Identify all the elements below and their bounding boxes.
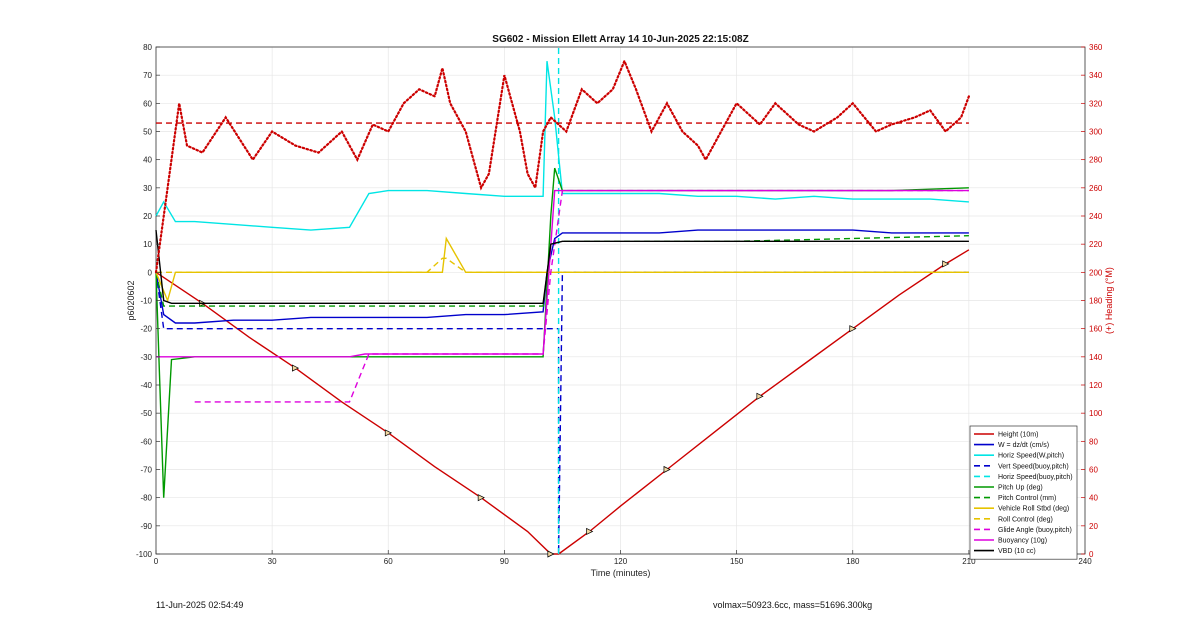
x-axis: 0 30 60 90 120 150 180 210 240	[154, 550, 1092, 566]
y-tick-label: -10	[140, 297, 152, 306]
height-marker	[849, 325, 857, 333]
y-tick-label: 20	[143, 212, 152, 221]
y-tick-label: -70	[140, 466, 152, 475]
x-tick-label: 240	[1078, 557, 1092, 566]
height-marker	[756, 392, 764, 400]
y-tick-label: 40	[143, 156, 152, 165]
y2-tick-label: 160	[1089, 325, 1103, 334]
height-marker	[477, 494, 485, 502]
y2-tick-label: 40	[1089, 494, 1098, 503]
y-tick-label: 0	[148, 268, 153, 277]
x-tick-label: 30	[268, 557, 277, 566]
y2-tick-label: 120	[1089, 381, 1103, 390]
legend-entry: W = dz/dt (cm/s)	[998, 442, 1049, 449]
chart-title: SG602 - Mission Ellett Array 14 10-Jun-2…	[492, 34, 748, 45]
y2-tick-label: 140	[1089, 353, 1103, 362]
y-tick-label: 60	[143, 99, 152, 108]
legend-entry: VBD (10 cc)	[998, 548, 1036, 555]
legend-box	[969, 425, 1078, 560]
y-tick-label: 80	[143, 43, 152, 52]
y-axis-label: p6020602	[126, 280, 136, 320]
legend-entry: Vert Speed(buoy,pitch)	[998, 463, 1069, 470]
y-tick-label: -20	[140, 325, 152, 334]
y-tick-label: -100	[136, 550, 153, 559]
y2-tick-label: 300	[1089, 128, 1103, 137]
y2-tick-label: 340	[1089, 71, 1103, 80]
legend-entry: Glide Angle (buoy,pitch)	[998, 527, 1072, 534]
y-tick-label: -30	[140, 353, 152, 362]
y-tick-label: 10	[143, 240, 152, 249]
series-line-vehicle-roll-stbd-deg	[155, 236, 969, 303]
x-axis-label: Time (minutes)	[591, 568, 651, 578]
x-tick-label: 60	[384, 557, 393, 566]
y2-tick-label: 360	[1089, 43, 1103, 52]
height-marker	[586, 527, 594, 536]
legend-entry: Vehicle Roll Stbd (deg)	[998, 506, 1069, 513]
series-line-roll-control-deg	[156, 257, 969, 273]
y2-tick-label: 320	[1089, 99, 1103, 108]
y2-tick-label: 260	[1089, 184, 1103, 193]
y2-tick-label: 240	[1089, 212, 1103, 221]
legend-entry: Buoyancy (10g)	[998, 538, 1047, 545]
y-tick-label: -40	[140, 381, 152, 390]
height-marker	[942, 260, 950, 268]
series-layer	[154, 47, 971, 558]
height-marker	[384, 429, 393, 437]
legend-entry: Horiz Speed(W,pitch)	[998, 453, 1064, 460]
y-axis-left: -100-90-80-70-60-50-40-30-20-10010203040…	[136, 43, 160, 559]
height-marker	[663, 465, 671, 474]
y-axis-right: 0 20 40 60 80 100 120 140 160 180 200 220 240 260 280 3…	[1081, 43, 1103, 559]
y2-axis-label: (+) Heading (°M)	[1104, 267, 1114, 334]
y2-tick-label: 220	[1089, 240, 1103, 249]
y2-tick-label: 80	[1089, 437, 1098, 446]
legend-entry: Horiz Speed(buoy,pitch)	[998, 474, 1073, 481]
x-tick-label: 150	[730, 557, 744, 566]
y-tick-label: 30	[143, 184, 152, 193]
legend-entry: Roll Control (deg)	[998, 516, 1053, 523]
x-tick-label: 90	[500, 557, 509, 566]
height-marker	[292, 364, 300, 372]
series-line-buoyancy-10g	[156, 189, 969, 358]
y-tick-label: -50	[140, 409, 152, 418]
grid	[155, 46, 1086, 555]
legend-entry: Pitch Up (deg)	[998, 485, 1043, 492]
y-tick-label: 50	[143, 128, 152, 137]
legend-entry: Height (10m)	[998, 432, 1038, 439]
legend: Height (10m) W = dz/dt (cm/s) Horiz Speed(…	[969, 425, 1078, 560]
y2-tick-label: 180	[1089, 297, 1103, 306]
series-line-horiz-speed-w-pitch	[155, 61, 969, 231]
series-line-heading	[154, 58, 971, 274]
footer-timestamp: 11-Jun-2025 02:54:49	[156, 600, 244, 610]
y-tick-label: -90	[140, 522, 152, 531]
y-tick-label: -60	[140, 437, 152, 446]
x-tick-label: 120	[614, 557, 628, 566]
height-marker	[547, 550, 555, 558]
y2-tick-label: 60	[1089, 466, 1098, 475]
x-tick-label: 0	[154, 557, 159, 566]
legend-entry: Pitch Control (mm)	[998, 495, 1056, 502]
x-tick-label: 210	[962, 557, 976, 566]
y2-tick-label: 20	[1089, 522, 1098, 531]
y-tick-label: -80	[140, 494, 152, 503]
footer-volmax: volmax=50923.6cc, mass=51696.300kg	[713, 600, 873, 610]
y-tick-label: 70	[143, 71, 152, 80]
x-tick-label: 180	[846, 557, 860, 566]
y2-tick-label: 0	[1089, 550, 1094, 559]
series-line-vbd-10-cc	[155, 230, 969, 304]
y2-tick-label: 280	[1089, 156, 1103, 165]
y2-tick-label: 100	[1089, 409, 1103, 418]
y2-tick-label: 200	[1089, 268, 1103, 277]
